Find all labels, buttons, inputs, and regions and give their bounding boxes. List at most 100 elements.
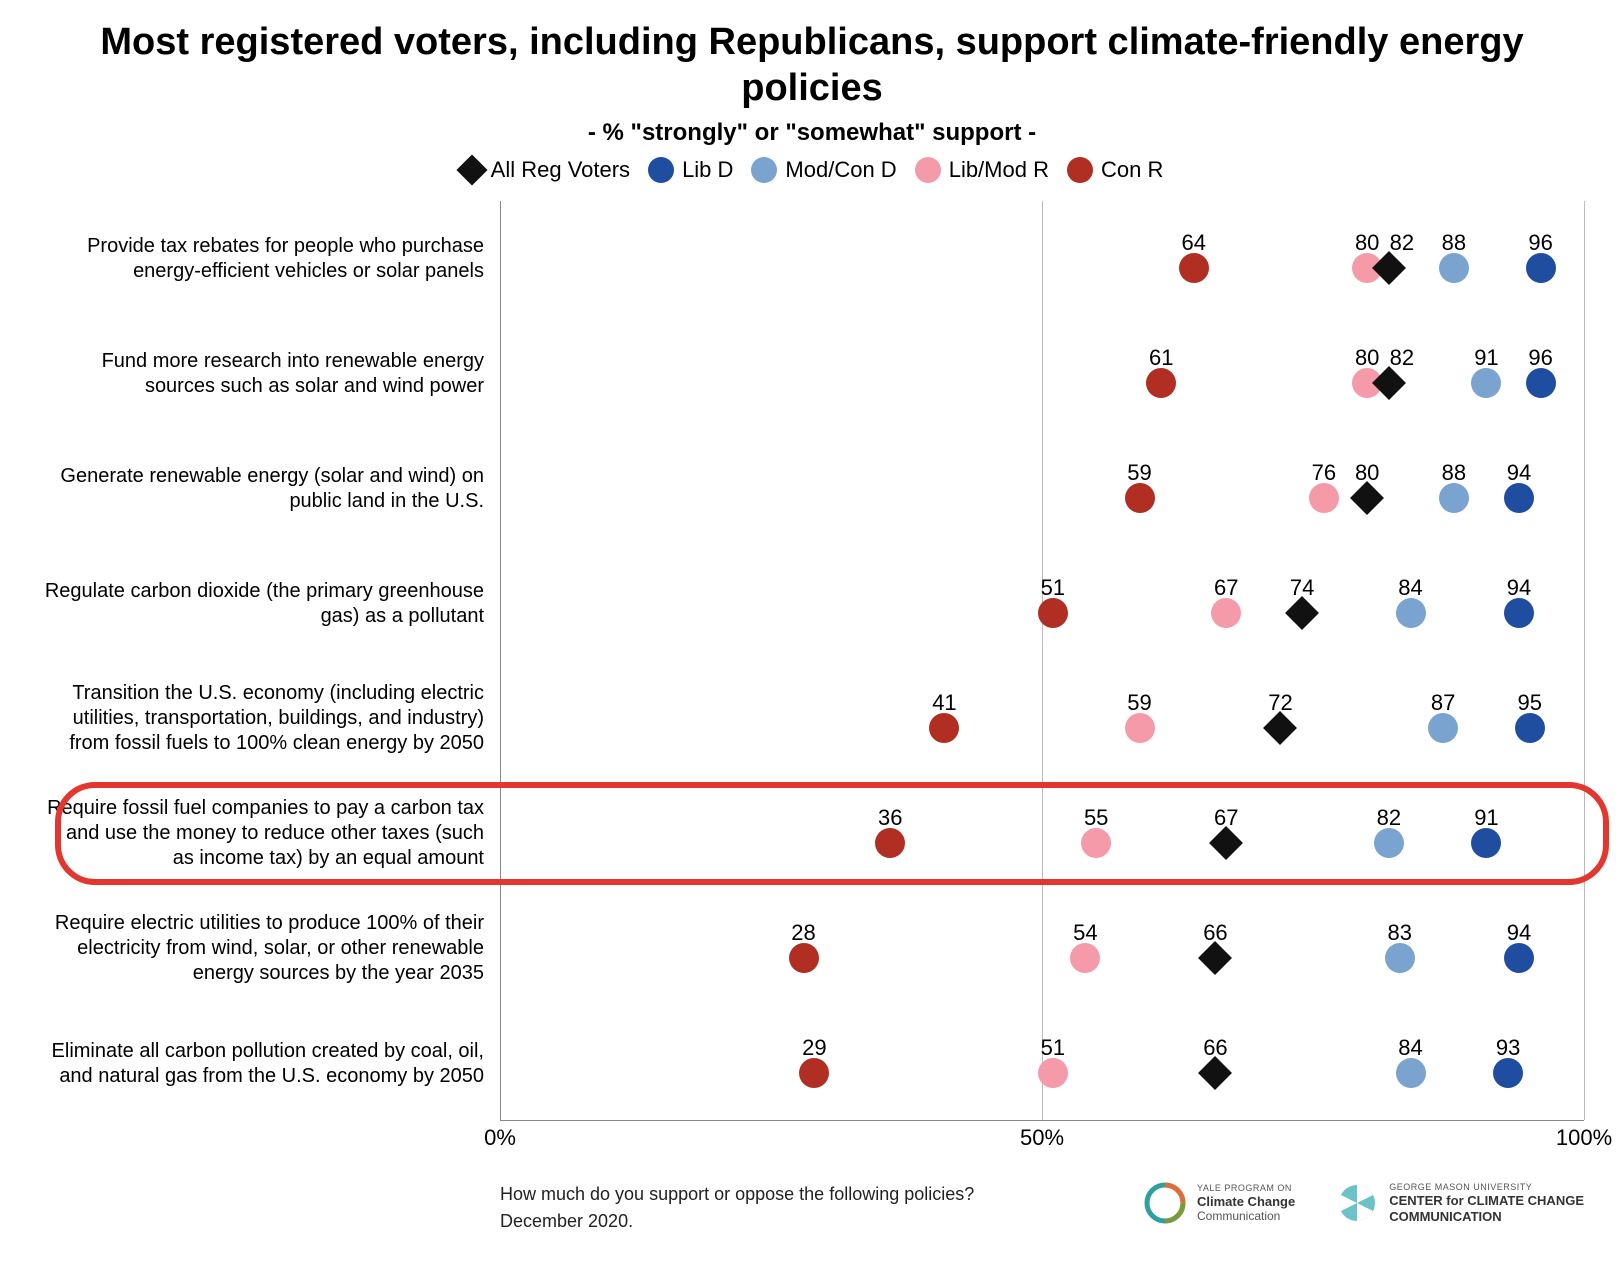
marker-libd	[1493, 1058, 1523, 1088]
row-plot: 2854668394	[500, 891, 1584, 1006]
row-label: Regulate carbon dioxide (the primary gre…	[40, 546, 500, 661]
yale-logo: YALE PROGRAM ON Climate Change Communica…	[1143, 1181, 1295, 1225]
legend-item-all: All Reg Voters	[461, 157, 630, 183]
value-label: 28	[791, 920, 815, 946]
legend-item-libr: Lib/Mod R	[915, 157, 1049, 183]
value-label: 96	[1528, 230, 1552, 256]
value-label: 84	[1398, 1035, 1422, 1061]
gridline	[1584, 661, 1585, 776]
value-label: 66	[1203, 920, 1227, 946]
gmu-logo: GEORGE MASON UNIVERSITY CENTER for CLIMA…	[1335, 1181, 1584, 1225]
row-label: Generate renewable energy (solar and win…	[40, 431, 500, 546]
value-label: 82	[1390, 230, 1414, 256]
data-row: Require electric utilities to produce 10…	[40, 891, 1584, 1006]
gridline	[1584, 891, 1585, 1006]
marker-modd	[1428, 713, 1458, 743]
marker-libd	[1504, 598, 1534, 628]
x-tick: 100%	[1556, 1125, 1612, 1151]
marker-all	[1377, 371, 1401, 395]
circle-icon	[751, 157, 777, 183]
marker-libr	[1309, 483, 1339, 513]
value-label: 94	[1507, 460, 1531, 486]
legend-item-libd: Lib D	[648, 157, 733, 183]
marker-conr	[1125, 483, 1155, 513]
value-label: 84	[1398, 575, 1422, 601]
value-label: 82	[1377, 805, 1401, 831]
value-label: 80	[1355, 460, 1379, 486]
x-axis: 0%50%100%	[500, 1121, 1584, 1151]
value-label: 55	[1084, 805, 1108, 831]
marker-libr	[1125, 713, 1155, 743]
legend-label: All Reg Voters	[491, 157, 630, 183]
marker-modd	[1439, 483, 1469, 513]
gridline	[1584, 431, 1585, 546]
value-label: 51	[1041, 1035, 1065, 1061]
gridline	[1042, 891, 1043, 1006]
value-label: 51	[1041, 575, 1065, 601]
marker-libr	[1211, 598, 1241, 628]
yale-logo-sub: Communication	[1197, 1209, 1295, 1223]
value-label: 83	[1387, 920, 1411, 946]
row-plot: 3655678291	[500, 776, 1584, 891]
row-plot: 5976808894	[500, 431, 1584, 546]
marker-conr	[789, 943, 819, 973]
row-label: Provide tax rebates for people who purch…	[40, 201, 500, 316]
marker-libd	[1515, 713, 1545, 743]
yale-logo-icon	[1143, 1181, 1187, 1225]
yale-logo-top: YALE PROGRAM ON	[1197, 1183, 1295, 1194]
marker-conr	[1146, 368, 1176, 398]
row-label: Require electric utilities to produce 10…	[40, 891, 500, 1006]
data-row: Generate renewable energy (solar and win…	[40, 431, 1584, 546]
value-label: 54	[1073, 920, 1097, 946]
x-tick: 0%	[484, 1125, 516, 1151]
gmu-logo-top: GEORGE MASON UNIVERSITY	[1389, 1182, 1584, 1193]
row-label: Require fossil fuel companies to pay a c…	[40, 776, 500, 891]
data-row: Require fossil fuel companies to pay a c…	[40, 776, 1584, 891]
legend-label: Mod/Con D	[785, 157, 896, 183]
marker-libd	[1526, 253, 1556, 283]
gridline	[1042, 431, 1043, 546]
marker-libd	[1504, 483, 1534, 513]
gridline	[1042, 201, 1043, 316]
marker-libr	[1081, 828, 1111, 858]
value-label: 91	[1474, 345, 1498, 371]
chart-rows: Provide tax rebates for people who purch…	[40, 201, 1584, 1121]
value-label: 64	[1182, 230, 1206, 256]
legend-label: Con R	[1101, 157, 1163, 183]
gmu-logo-main: CENTER for CLIMATE CHANGE	[1389, 1193, 1584, 1209]
marker-modd	[1374, 828, 1404, 858]
data-row: Provide tax rebates for people who purch…	[40, 201, 1584, 316]
marker-libd	[1526, 368, 1556, 398]
row-label: Fund more research into renewable energy…	[40, 316, 500, 431]
data-row: Fund more research into renewable energy…	[40, 316, 1584, 431]
value-label: 76	[1312, 460, 1336, 486]
marker-all	[1290, 601, 1314, 625]
gridline	[1042, 776, 1043, 891]
row-plot: 64 80 82 88 96	[500, 201, 1584, 316]
value-label: 87	[1431, 690, 1455, 716]
row-plot: 5167748494	[500, 546, 1584, 661]
footer: How much do you support or oppose the fo…	[500, 1181, 1584, 1235]
marker-all	[1203, 1061, 1227, 1085]
value-label: 80	[1355, 230, 1379, 256]
gridline	[1042, 316, 1043, 431]
row-label: Eliminate all carbon pollution created b…	[40, 1006, 500, 1121]
data-row: Regulate carbon dioxide (the primary gre…	[40, 546, 1584, 661]
marker-modd	[1439, 253, 1469, 283]
value-label: 95	[1518, 690, 1542, 716]
value-label: 72	[1268, 690, 1292, 716]
value-label: 41	[932, 690, 956, 716]
marker-conr	[929, 713, 959, 743]
row-plot: 4159728795	[500, 661, 1584, 776]
value-label: 93	[1496, 1035, 1520, 1061]
gridline	[1584, 316, 1585, 431]
value-label: 88	[1442, 230, 1466, 256]
row-label: Transition the U.S. economy (including e…	[40, 661, 500, 776]
data-row: Eliminate all carbon pollution created b…	[40, 1006, 1584, 1121]
marker-all	[1203, 946, 1227, 970]
legend-item-conr: Con R	[1067, 157, 1163, 183]
marker-libr	[1070, 943, 1100, 973]
legend: All Reg Voters Lib D Mod/Con D Lib/Mod R Con…	[40, 157, 1584, 183]
circle-icon	[648, 157, 674, 183]
footer-question: How much do you support or oppose the fo…	[500, 1181, 974, 1208]
